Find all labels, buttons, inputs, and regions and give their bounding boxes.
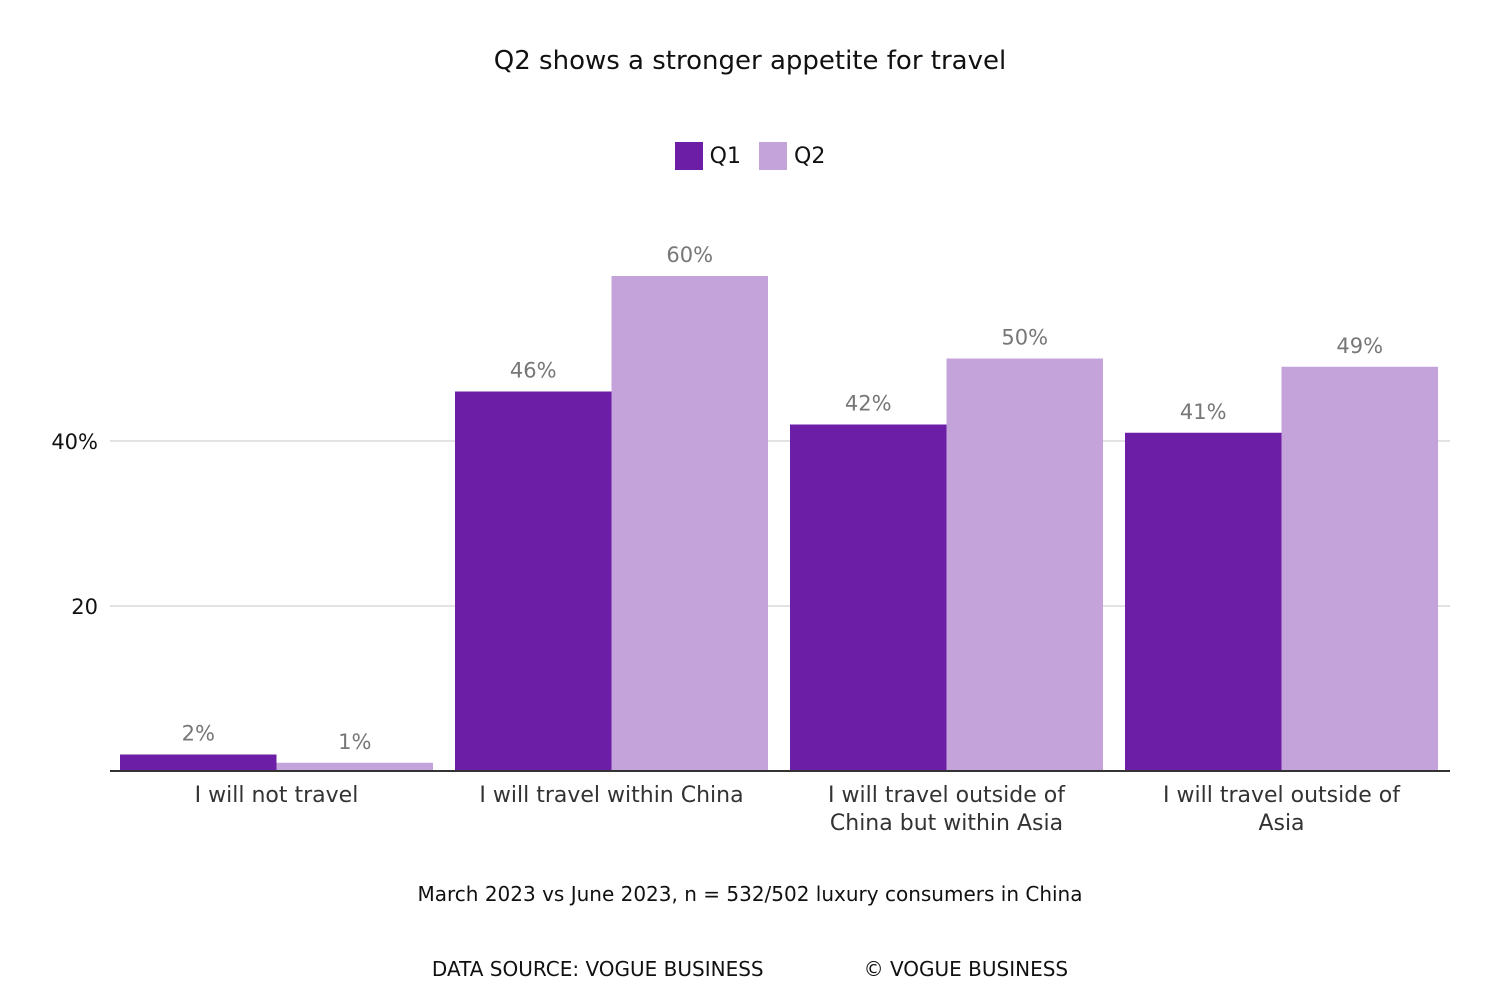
chart-note: March 2023 vs June 2023, n = 532/502 lux… [417, 882, 1083, 906]
bar-q1 [455, 391, 612, 771]
x-tick-label: I will travel outside of [1163, 783, 1401, 808]
data-label: 1% [338, 730, 371, 754]
legend-item-q1: Q1 [674, 142, 741, 170]
x-tick-label: I will travel within China [479, 783, 743, 808]
legend-label-q1: Q1 [709, 143, 741, 169]
bar-q2 [611, 276, 768, 771]
legend-swatch-q2 [759, 142, 787, 170]
x-tick-label: I will not travel [195, 783, 359, 808]
data-label: 42% [845, 392, 892, 416]
x-tick-label: I will travel outside of [828, 783, 1066, 808]
data-label: 41% [1180, 400, 1227, 424]
footer: DATA SOURCE: VOGUE BUSINESS © VOGUE BUSI… [0, 957, 1500, 981]
data-source: DATA SOURCE: VOGUE BUSINESS [431, 957, 764, 981]
y-tick-label: 20 [71, 595, 98, 619]
bar-q1 [1125, 432, 1282, 771]
bar-q1 [790, 424, 947, 771]
data-label: 2% [182, 722, 215, 746]
legend: Q1 Q2 [0, 142, 1500, 170]
bar-q2 [1281, 366, 1438, 771]
copyright: © VOGUE BUSINESS [863, 957, 1069, 981]
data-label: 49% [1336, 334, 1383, 358]
x-tick-label: Asia [1258, 811, 1304, 836]
y-tick-label: 40% [51, 430, 98, 454]
data-label: 46% [510, 359, 557, 383]
data-label: 60% [666, 243, 713, 267]
legend-swatch-q1 [674, 142, 703, 170]
chart-title: Q2 shows a stronger appetite for travel [493, 46, 1007, 76]
bar-q1 [120, 754, 277, 771]
bar-q2 [276, 762, 433, 771]
legend-item-q2: Q2 [759, 142, 825, 170]
data-label: 50% [1001, 326, 1048, 350]
legend-label-q2: Q2 [794, 143, 826, 169]
x-tick-label: China but within Asia [830, 811, 1063, 836]
bar-q2 [946, 358, 1103, 771]
